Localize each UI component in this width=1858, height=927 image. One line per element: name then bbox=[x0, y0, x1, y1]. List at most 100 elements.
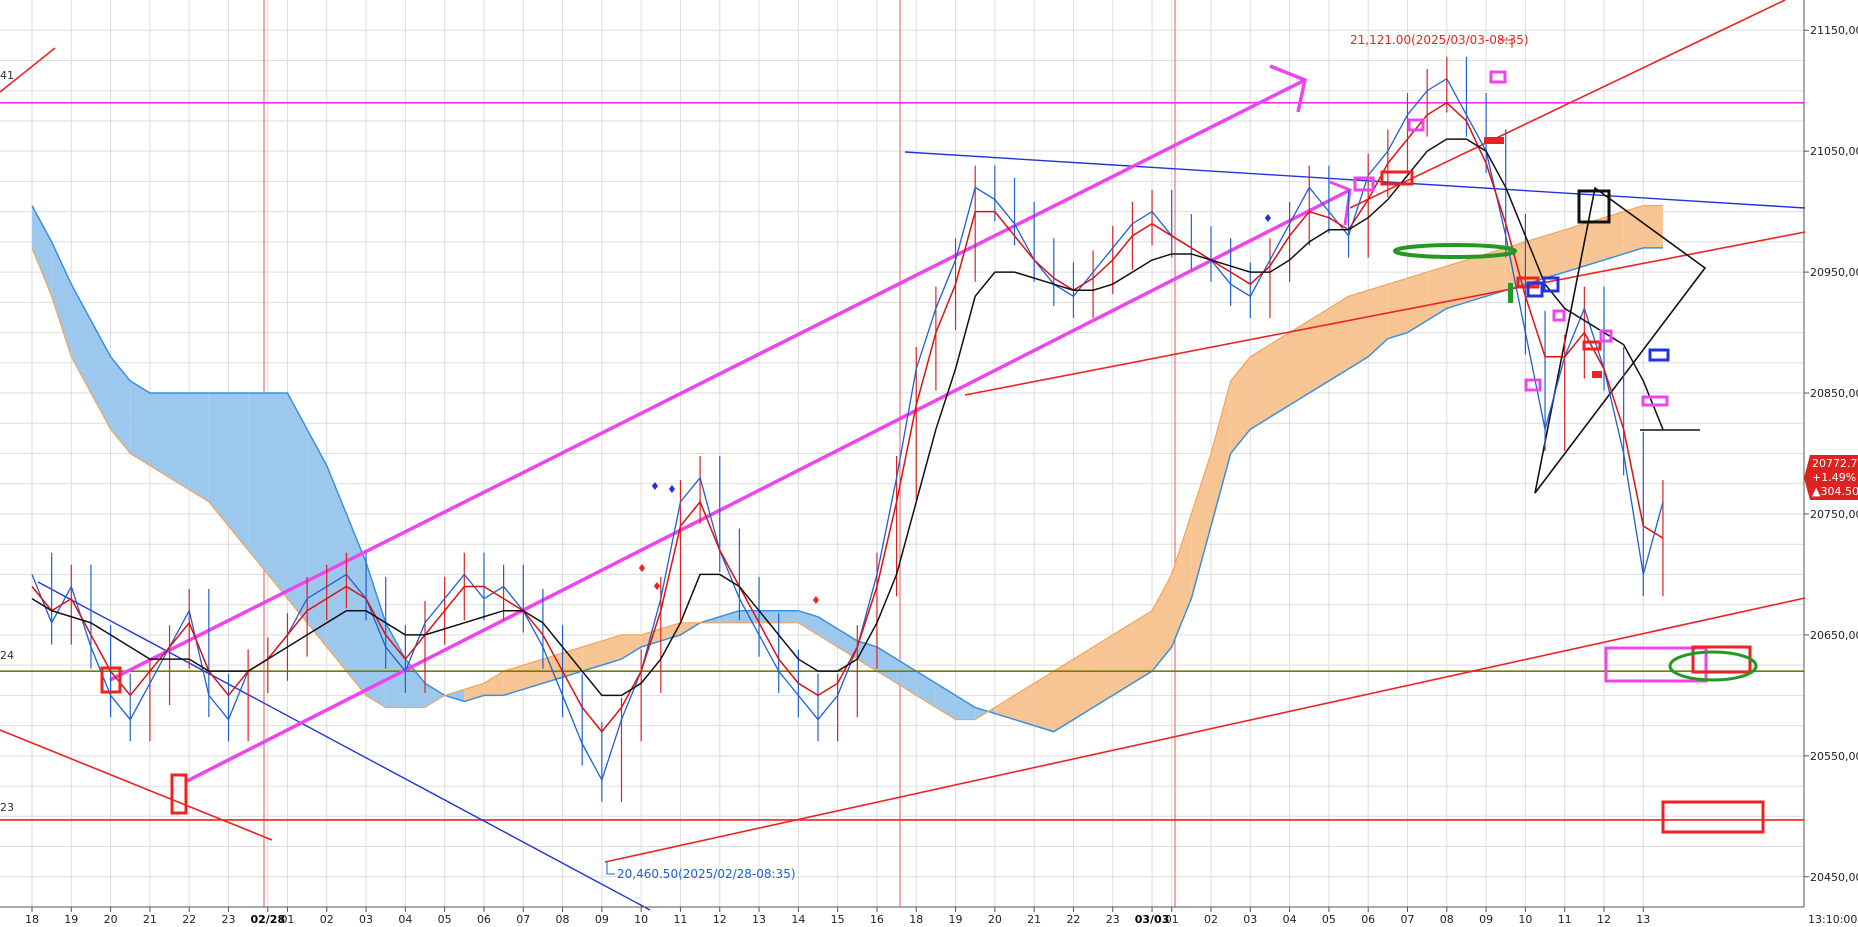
trendline-red-upper bbox=[1349, 0, 1786, 209]
cloud-segment bbox=[1348, 290, 1369, 369]
y-tick-label: 21050,00 bbox=[1810, 145, 1858, 158]
cloud-segment bbox=[1309, 308, 1329, 394]
marker-magenta-box bbox=[1524, 378, 1542, 392]
x-tick-label: 01 bbox=[280, 913, 294, 926]
signal-arrow: ♦ bbox=[650, 480, 660, 493]
x-tick-label: 03 bbox=[1243, 913, 1257, 926]
cloud-segment bbox=[425, 683, 445, 708]
x-tick-label: 07 bbox=[516, 913, 530, 926]
annotations: 21,121.00(2025/03/03-08:35) 20,460.50(20… bbox=[0, 33, 1529, 881]
last-price-value: 20772.75 bbox=[1812, 457, 1858, 470]
cloud-segment bbox=[582, 640, 602, 672]
x-tick-label: 12 bbox=[1597, 913, 1611, 926]
cloud-segment bbox=[1191, 453, 1211, 599]
cloud-segment bbox=[51, 241, 72, 357]
marker-magenta-box bbox=[1641, 395, 1669, 407]
marker-green-ellipse bbox=[1393, 243, 1517, 259]
x-tick-label: 07 bbox=[1401, 913, 1415, 926]
cloud-segment bbox=[32, 205, 52, 297]
cloud-segment bbox=[837, 628, 858, 660]
series-line bbox=[31, 77, 1664, 782]
arrowhead-magenta-1 bbox=[1269, 64, 1308, 113]
left-edge-label: 24 bbox=[0, 649, 14, 662]
high-pointer bbox=[1500, 39, 1513, 48]
x-tick-label: 06 bbox=[477, 913, 491, 926]
marker-magenta-box bbox=[1604, 646, 1708, 683]
cloud-segment bbox=[621, 634, 642, 660]
x-tick-label: 03 bbox=[359, 913, 373, 926]
signal-arrow: ♦ bbox=[652, 580, 662, 593]
x-tick-label: 04 bbox=[398, 913, 412, 926]
cloud-segment bbox=[818, 616, 838, 647]
arrowhead-magenta-2 bbox=[1329, 180, 1352, 226]
marker-red-box bbox=[1380, 170, 1414, 186]
signal-markers: ♦ ♦ ♦ ♦ ♦ ♦ bbox=[100, 70, 1765, 834]
cloud-segment bbox=[1152, 574, 1172, 672]
cloud-segment bbox=[955, 695, 976, 720]
cloud-segment bbox=[307, 429, 327, 647]
x-tick-label: 02 bbox=[1204, 913, 1218, 926]
cloud-segment bbox=[444, 689, 465, 702]
cloud-segment bbox=[759, 610, 779, 623]
y-axis-ticks: 21150,00 21050,00 20950,00 20850,00 20750,00… bbox=[1804, 24, 1858, 884]
x-tick-label: 18 bbox=[25, 913, 39, 926]
cloud-segment bbox=[1643, 205, 1663, 248]
x-tick-label: 08 bbox=[556, 913, 570, 926]
marker-red-fill bbox=[1592, 371, 1602, 378]
x-tick-label: 03/03 bbox=[1135, 913, 1170, 926]
left-edge-label: 23 bbox=[0, 801, 14, 814]
marker-green-ellipse bbox=[1668, 650, 1758, 682]
cloud-segment bbox=[798, 610, 818, 635]
x-tick-label: 11 bbox=[1558, 913, 1572, 926]
series-line bbox=[31, 138, 1664, 697]
marker-red-box bbox=[1661, 800, 1765, 834]
x-tick-label: 10 bbox=[1518, 913, 1532, 926]
marker-magenta-box bbox=[1407, 118, 1425, 132]
cloud-span-b bbox=[31, 204, 1663, 721]
cloud-segment bbox=[896, 659, 917, 696]
cloud-segment bbox=[1545, 229, 1565, 279]
cloud-segment bbox=[1486, 247, 1506, 297]
trendline-red-lower bbox=[604, 597, 1806, 863]
x-tick-label: 22 bbox=[1066, 913, 1080, 926]
marker-magenta-box bbox=[1552, 309, 1566, 322]
cloud-segment bbox=[90, 320, 111, 430]
y-tick-label: 20650,00 bbox=[1810, 629, 1858, 642]
trendline-red-left-down bbox=[0, 729, 273, 841]
x-tick-label: 08 bbox=[1440, 913, 1454, 926]
horizontal-levels bbox=[0, 101, 1804, 821]
low-pointer bbox=[606, 862, 615, 875]
marker-red-box bbox=[170, 773, 188, 815]
x-tick-label: 14 bbox=[791, 913, 805, 926]
marker-magenta-box bbox=[1489, 70, 1507, 84]
x-tick-label: 04 bbox=[1283, 913, 1297, 926]
x-tick-label: 09 bbox=[595, 913, 609, 926]
high-annotation: 21,121.00(2025/03/03-08:35) bbox=[1350, 33, 1529, 47]
x-tick-label: 02 bbox=[320, 913, 334, 926]
cloud-segment bbox=[1328, 296, 1349, 381]
cloud-segment bbox=[523, 659, 543, 690]
cloud-segment bbox=[1564, 223, 1585, 273]
cloud-segment bbox=[483, 671, 504, 696]
cloud-segment bbox=[1446, 260, 1467, 309]
price-series bbox=[31, 56, 1664, 802]
cloud-segment bbox=[975, 707, 995, 720]
last-price-flag bbox=[1804, 455, 1858, 500]
cloud-segment bbox=[503, 665, 524, 696]
cloud-segment bbox=[248, 393, 268, 575]
marker-red-box bbox=[100, 666, 122, 694]
cloud-segment bbox=[1132, 610, 1153, 684]
cloud-segment bbox=[1368, 284, 1388, 357]
left-edge-label: 41 bbox=[0, 69, 14, 82]
cloud-segment bbox=[130, 380, 150, 466]
marker-red-fill bbox=[1484, 137, 1504, 144]
cloud-segment bbox=[641, 628, 661, 647]
x-tick-label: 09 bbox=[1479, 913, 1493, 926]
x-tick-label: 11 bbox=[673, 913, 687, 926]
y-tick-label: 20750,00 bbox=[1810, 508, 1858, 521]
cloud-segment bbox=[994, 695, 1015, 720]
marker-blue-box bbox=[1648, 348, 1670, 362]
